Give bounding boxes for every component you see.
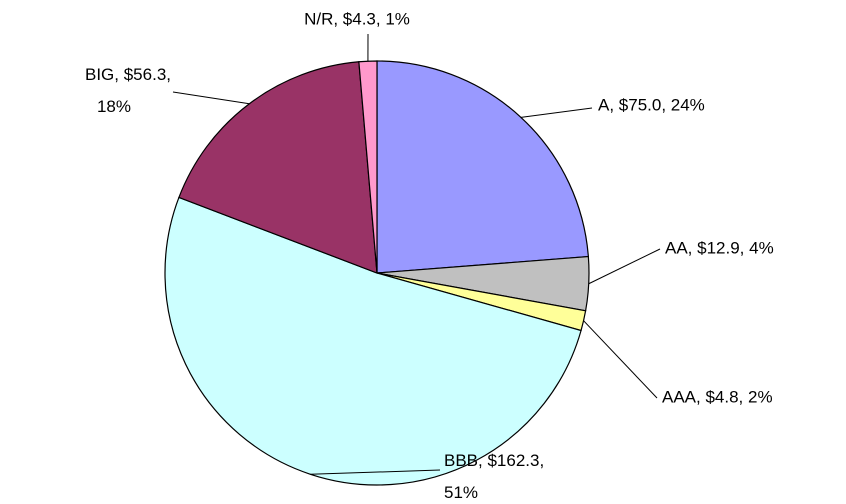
label-line: 18%	[97, 97, 131, 116]
leader-line	[520, 107, 593, 118]
data-label: A, $75.0, 24%	[598, 95, 705, 114]
data-label: N/R, $4.3, 1%	[304, 9, 410, 28]
pie-slice	[358, 60, 378, 274]
data-label: AAA, $4.8, 2%	[662, 387, 773, 406]
data-label: AA, $12.9, 4%	[665, 238, 774, 257]
leader-line	[583, 320, 658, 399]
data-label: BBB, $162.3, 51%	[444, 451, 544, 502]
pie-slice	[376, 60, 590, 274]
leader-line	[588, 248, 661, 285]
label-line: BIG, $56.3,	[85, 65, 171, 84]
leader-line	[172, 91, 250, 105]
label-line: BBB, $162.3,	[444, 451, 544, 470]
label-line: 51%	[444, 483, 478, 502]
data-label: BIG, $56.3, 18%	[85, 65, 171, 116]
leader-line	[310, 469, 441, 475]
